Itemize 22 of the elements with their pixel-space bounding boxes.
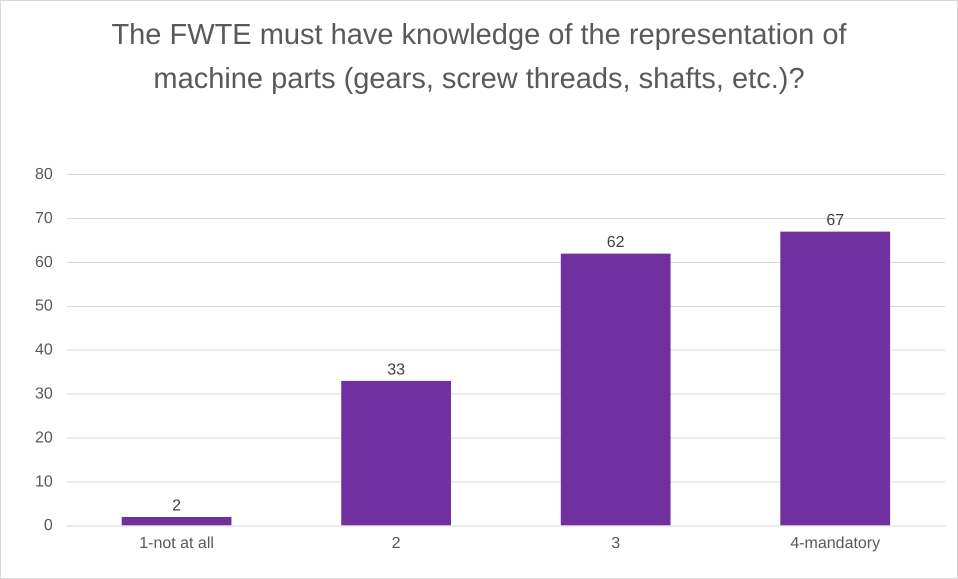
bar (341, 380, 452, 526)
x-tick-label: 3 (611, 534, 620, 552)
data-label: 62 (606, 234, 625, 252)
y-tick-label: 0 (44, 517, 53, 534)
y-tick-label: 10 (35, 473, 53, 490)
chart-title: The FWTE must have knowledge of the representation of machine parts (gears, screw threads, shafts, etc.)? (110, 18, 848, 97)
y-tick-label: 20 (35, 429, 53, 446)
x-tick-label: 4-mandatory (790, 534, 880, 552)
y-tick-label: 40 (35, 342, 53, 359)
data-label: 67 (826, 212, 844, 230)
data-label: 2 (172, 497, 182, 514)
y-tick-label: 80 (35, 166, 53, 184)
bar (560, 254, 671, 526)
y-tick-label: 70 (35, 210, 53, 227)
x-tick-label: 2 (392, 534, 401, 552)
y-tick-label: 60 (35, 254, 53, 271)
y-tick-label: 50 (35, 298, 53, 315)
data-label: 33 (387, 361, 406, 378)
y-tick-label: 30 (35, 386, 53, 403)
x-tick-label: 1-not at all (139, 534, 214, 552)
bar (122, 517, 232, 526)
bar (780, 232, 890, 526)
